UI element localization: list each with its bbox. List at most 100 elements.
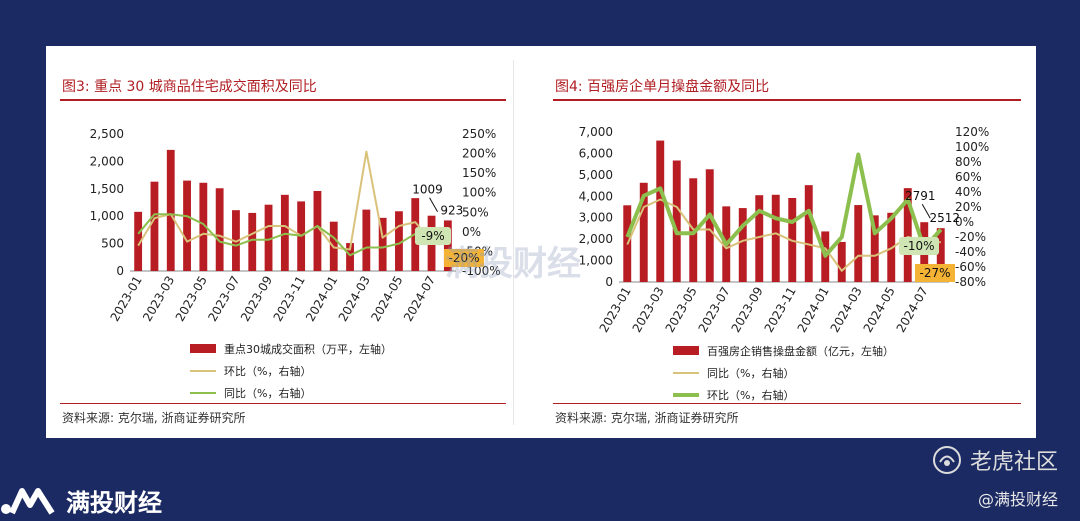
bar [362, 209, 371, 271]
legend-label: 同比（%，右轴） [707, 366, 794, 380]
y-right-tick-label: 100% [955, 140, 989, 154]
bar [215, 188, 224, 271]
right-chart-title: 图4: 百强房企单月操盘金额及同比 [555, 79, 770, 95]
bar [854, 205, 863, 282]
y-right-tick-label: 60% [955, 170, 982, 184]
series-line [625, 152, 943, 258]
left-title-rule [60, 99, 506, 101]
y-right-tick-label: -100% [462, 264, 501, 278]
x-tick-label: 2024-07 [401, 274, 438, 324]
y-right-tick-label: -40% [955, 245, 986, 259]
bar [738, 208, 747, 282]
left-source-rule [60, 403, 506, 404]
y-right-tick-label: 0% [955, 215, 974, 229]
x-tick-label: 2024-05 [861, 285, 898, 335]
tiger-logo-icon [932, 446, 961, 474]
y-left-tick-label: 500 [101, 237, 124, 251]
tiger-watermark: 老虎社区 [932, 444, 1058, 476]
series-line [137, 213, 448, 257]
bar [705, 169, 714, 282]
brand-logo: 满投财经 [0, 482, 162, 518]
legend-swatch-bar [673, 346, 699, 355]
x-tick-label: 2023-05 [663, 285, 700, 335]
bar [248, 212, 257, 271]
bar [771, 194, 780, 282]
x-tick-label: 2024-05 [368, 274, 405, 324]
legend-label: 环比（%，右轴） [707, 388, 794, 402]
panel-divider [513, 60, 514, 425]
y-left-tick-label: 1,000 [90, 209, 124, 223]
x-tick-label: 2023-03 [140, 274, 177, 324]
bar [134, 211, 143, 271]
series-line [626, 198, 941, 272]
y-left-tick-label: 4,000 [579, 189, 613, 203]
bar [639, 182, 648, 282]
bar [870, 215, 879, 282]
y-right-tick-label: -80% [955, 275, 986, 289]
y-right-tick-label: -60% [955, 260, 986, 274]
y-right-tick-label: 0% [462, 225, 481, 239]
bar [166, 149, 175, 271]
y-left-tick-label: 0 [605, 275, 613, 289]
x-tick-label: 2024-03 [336, 274, 373, 324]
mom-label: -10% [903, 239, 934, 253]
y-left-tick-label: 1,500 [90, 182, 124, 196]
right-title-rule [553, 99, 1021, 101]
x-tick-label: 2023-01 [108, 274, 145, 324]
legend-swatch-bar [190, 344, 216, 353]
bar [346, 243, 354, 271]
y-right-tick-label: 120% [955, 125, 989, 139]
bar-value-label: 923 [440, 203, 463, 217]
x-tick-label: 2024-07 [894, 285, 931, 335]
y-right-tick-label: -20% [955, 230, 986, 244]
bar [150, 181, 159, 271]
brand-name: 满投财经 [66, 488, 162, 517]
mom-label-box [415, 227, 451, 245]
x-tick-label: 2024-01 [303, 274, 340, 324]
y-left-tick-label: 2,000 [90, 154, 124, 168]
left-chart-title: 图3: 重点 30 城商品住宅成交面积及同比 [62, 79, 317, 95]
y-left-tick-label: 0 [116, 264, 124, 278]
right-chart-svg: 0 1,000 2,000 3,000 4,000 5,000 6,000 7,000 -80%… [579, 125, 990, 402]
x-tick-label: 2024-01 [795, 285, 832, 335]
bar [936, 228, 945, 282]
x-tick-label: 2023-11 [762, 285, 799, 335]
mom-label: -9% [421, 229, 444, 243]
annotation-leader [921, 203, 931, 219]
y-right-tick-label: 200% [462, 147, 496, 161]
bar [183, 180, 191, 271]
bar [903, 188, 912, 282]
y-left-tick-label: 2,000 [579, 232, 613, 246]
x-tick-label: 2023-11 [271, 274, 308, 324]
y-left-tick-label: 3,000 [579, 211, 613, 225]
bar [755, 195, 764, 282]
x-tick-label: 2023-05 [173, 274, 210, 324]
bar [837, 241, 846, 282]
yoy-label-box [915, 264, 955, 282]
bar [804, 185, 813, 282]
legend-label: 同比（%，右轴） [224, 386, 311, 400]
y-left-tick-label: 6,000 [579, 146, 613, 160]
y-right-tick-label: 80% [955, 155, 982, 169]
y-left-tick-label: 7,000 [579, 125, 613, 139]
bar [378, 217, 387, 271]
yoy-label: -27% [919, 266, 950, 280]
brand-mark-icon [1, 488, 55, 515]
left-chart-svg: 05001,0001,5002,0002,500-100%-50%0%50%10… [90, 127, 501, 400]
tiger-watermark-text: 老虎社区 [969, 450, 1058, 475]
bar-value-label: 1009 [412, 183, 443, 197]
x-tick-label: 2023-07 [205, 274, 242, 324]
legend-label: 重点30城成交面积（万平，左轴） [224, 342, 392, 356]
bar [313, 190, 322, 271]
y-left-tick-label: 5,000 [579, 168, 613, 182]
right-source-rule [553, 403, 1021, 404]
bar [395, 211, 403, 271]
y-right-tick-label: 40% [955, 185, 982, 199]
right-source: 资料来源: 克尔瑞, 浙商证券研究所 [555, 411, 739, 425]
brand-handle: @满投财经 [977, 490, 1058, 509]
bar-value-label: 2791 [905, 189, 936, 203]
x-tick-label: 2023-03 [630, 285, 667, 335]
yoy-label: -20% [448, 251, 479, 265]
yoy-label-box [444, 249, 484, 267]
y-left-tick-label: 2,500 [90, 127, 124, 141]
